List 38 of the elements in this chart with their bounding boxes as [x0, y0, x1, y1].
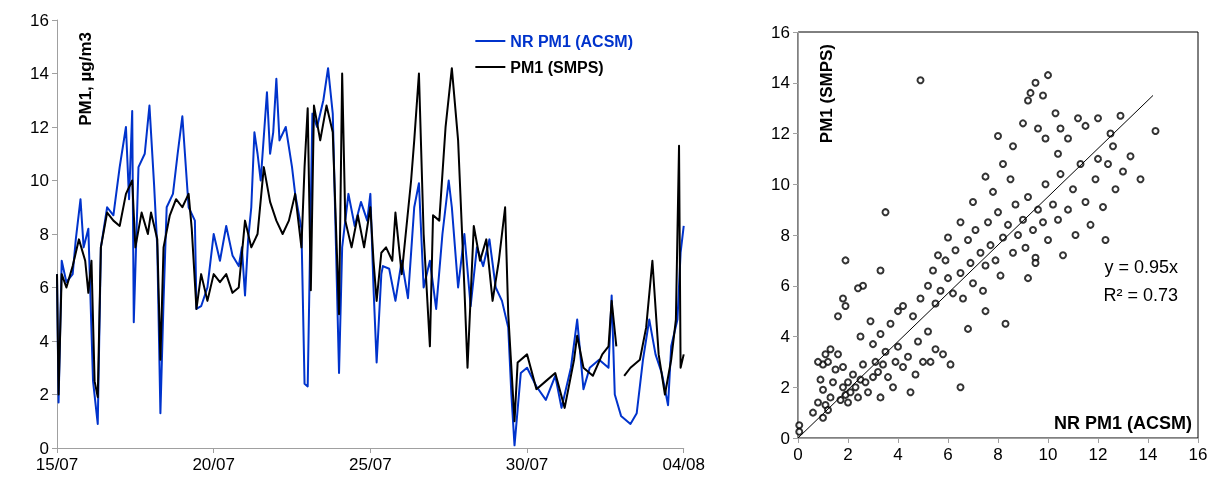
y-tick-label: 10 [30, 171, 49, 190]
y-tick-label: 8 [780, 225, 790, 245]
y-tick-label: 10 [771, 174, 790, 194]
y-tick-label: 16 [30, 10, 49, 30]
x-axis-title: NR PM1 (ACSM) [1054, 413, 1193, 433]
y-axis-title: PM1, µg/m3 [76, 32, 95, 126]
x-tick-label: 30/07 [505, 455, 549, 474]
x-tick-label: 16 [1188, 445, 1208, 464]
y-tick-label: 4 [780, 327, 790, 346]
annotation: y = 0.95x [1104, 257, 1178, 277]
x-tick-label: 2 [843, 445, 853, 464]
x-tick-label: 12 [1088, 445, 1108, 464]
x-tick-label: 20/07 [192, 455, 235, 474]
y-tick-label: 6 [39, 278, 49, 297]
y-tick-label: 0 [780, 428, 790, 448]
x-tick-label: 14 [1138, 445, 1158, 464]
y-tick-label: 14 [30, 64, 49, 83]
x-tick-label: 15/07 [35, 455, 79, 474]
x-tick-label: 10 [1038, 445, 1058, 464]
y-tick-label: 4 [39, 331, 49, 351]
x-tick-label: 25/07 [349, 455, 392, 474]
x-tick-label: 04/08 [662, 455, 705, 474]
y-tick-label: 16 [771, 22, 790, 42]
legend-label: PM1 (SMPS) [510, 58, 604, 76]
x-tick-label: 4 [893, 445, 903, 464]
y-tick-label: 14 [771, 73, 790, 93]
legend-label: NR PM1 (ACSM) [510, 32, 634, 50]
y-tick-label: 8 [39, 224, 49, 244]
y-tick-label: 2 [39, 385, 49, 404]
y-tick-label: 12 [30, 117, 49, 137]
x-tick-label: 8 [993, 445, 1003, 464]
annotation: R² = 0.73 [1103, 285, 1179, 305]
x-tick-label: 6 [943, 445, 953, 464]
y-axis-title: PM1 (SMPS) [817, 43, 836, 144]
y-tick-label: 12 [771, 124, 790, 143]
x-tick-label: 0 [793, 445, 803, 464]
y-tick-label: 6 [780, 276, 790, 296]
y-tick-label: 2 [780, 377, 790, 397]
